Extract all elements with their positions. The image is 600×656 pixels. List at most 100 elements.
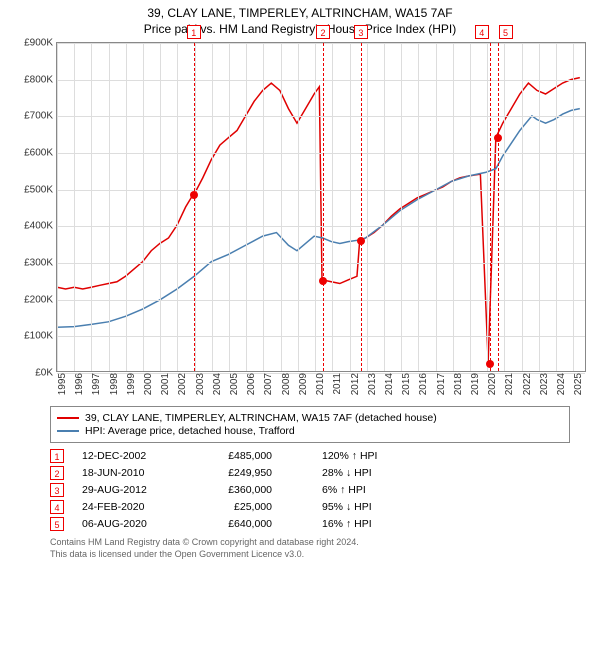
y-axis-label: £900K [24, 38, 53, 49]
legend-row: 39, CLAY LANE, TIMPERLEY, ALTRINCHAM, WA… [57, 412, 563, 424]
x-axis-label: 2001 [160, 373, 171, 395]
gridline-v [315, 43, 316, 371]
gridline-v [539, 43, 540, 371]
x-axis-label: 2003 [195, 373, 206, 395]
gridline-v [246, 43, 247, 371]
gridline-v [281, 43, 282, 371]
gridline-v [350, 43, 351, 371]
legend-label: HPI: Average price, detached house, Traf… [85, 425, 295, 437]
event-row: 112-DEC-2002£485,000120% ↑ HPI [50, 449, 570, 463]
gridline-h [57, 226, 585, 227]
event-row-date: 18-JUN-2010 [82, 467, 212, 479]
footer: Contains HM Land Registry data © Crown c… [50, 537, 570, 560]
chart-lines-svg [57, 43, 585, 371]
legend-label: 39, CLAY LANE, TIMPERLEY, ALTRINCHAM, WA… [85, 412, 437, 424]
gridline-v [143, 43, 144, 371]
gridline-v [573, 43, 574, 371]
event-dot [319, 277, 327, 285]
event-badge: 5 [499, 25, 513, 39]
event-row-price: £360,000 [212, 484, 322, 496]
gridline-v [522, 43, 523, 371]
event-row-hpi: 6% ↑ HPI [322, 484, 366, 496]
event-row-badge: 1 [50, 449, 64, 463]
event-dot [357, 237, 365, 245]
y-axis-label: £100K [24, 331, 53, 342]
y-axis-label: £200K [24, 294, 53, 305]
event-row-badge: 4 [50, 500, 64, 514]
x-axis-label: 2022 [522, 373, 533, 395]
x-axis-label: 2021 [504, 373, 515, 395]
x-axis-label: 2024 [556, 373, 567, 395]
event-row-date: 12-DEC-2002 [82, 450, 212, 462]
x-axis-label: 2020 [487, 373, 498, 395]
gridline-v [436, 43, 437, 371]
y-axis-label: £500K [24, 184, 53, 195]
x-axis-label: 2018 [453, 373, 464, 395]
event-badge: 2 [316, 25, 330, 39]
event-row-hpi: 95% ↓ HPI [322, 501, 372, 513]
gridline-h [57, 300, 585, 301]
footer-line-2: This data is licensed under the Open Gov… [50, 549, 570, 561]
gridline-v [470, 43, 471, 371]
event-badge: 3 [354, 25, 368, 39]
gridline-v [160, 43, 161, 371]
event-row-date: 29-AUG-2012 [82, 484, 212, 496]
x-axis-label: 2008 [281, 373, 292, 395]
event-line [498, 43, 499, 371]
event-row: 506-AUG-2020£640,00016% ↑ HPI [50, 517, 570, 531]
x-axis-label: 2007 [263, 373, 274, 395]
x-axis-label: 2011 [332, 373, 343, 395]
event-line [490, 43, 491, 371]
gridline-v [177, 43, 178, 371]
x-axis-label: 2002 [177, 373, 188, 395]
x-axis-label: 2010 [315, 373, 326, 395]
legend: 39, CLAY LANE, TIMPERLEY, ALTRINCHAM, WA… [50, 406, 570, 443]
x-axis-label: 2019 [470, 373, 481, 395]
series-line-property [57, 78, 580, 362]
legend-swatch [57, 417, 79, 419]
series-line-hpi [57, 109, 580, 328]
event-line [194, 43, 195, 371]
gridline-v [195, 43, 196, 371]
gridline-v [504, 43, 505, 371]
event-line [361, 43, 362, 371]
plot: £0K£100K£200K£300K£400K£500K£600K£700K£8… [56, 42, 586, 372]
event-row-price: £249,950 [212, 467, 322, 479]
x-axis-label: 2016 [418, 373, 429, 395]
event-row-badge: 2 [50, 466, 64, 480]
event-badge: 4 [475, 25, 489, 39]
footer-line-1: Contains HM Land Registry data © Crown c… [50, 537, 570, 549]
x-axis-label: 2017 [436, 373, 447, 395]
gridline-v [109, 43, 110, 371]
event-dot [190, 191, 198, 199]
gridline-v [453, 43, 454, 371]
event-row-price: £485,000 [212, 450, 322, 462]
y-axis-label: £400K [24, 221, 53, 232]
gridline-h [57, 43, 585, 44]
gridline-v [418, 43, 419, 371]
y-axis-label: £0K [35, 368, 53, 379]
y-axis-label: £300K [24, 258, 53, 269]
y-axis-label: £800K [24, 74, 53, 85]
x-axis-label: 2015 [401, 373, 412, 395]
x-axis-label: 1999 [126, 373, 137, 395]
event-row-price: £25,000 [212, 501, 322, 513]
event-row-date: 06-AUG-2020 [82, 518, 212, 530]
x-axis-label: 2004 [212, 373, 223, 395]
page-title: 39, CLAY LANE, TIMPERLEY, ALTRINCHAM, WA… [0, 6, 600, 20]
legend-swatch [57, 430, 79, 432]
gridline-h [57, 116, 585, 117]
gridline-v [229, 43, 230, 371]
gridline-v [384, 43, 385, 371]
gridline-v [332, 43, 333, 371]
gridline-v [556, 43, 557, 371]
y-axis-label: £600K [24, 148, 53, 159]
x-axis-label: 2012 [350, 373, 361, 395]
gridline-v [57, 43, 58, 371]
event-row-badge: 3 [50, 483, 64, 497]
gridline-v [263, 43, 264, 371]
x-axis-label: 2013 [367, 373, 378, 395]
events-table: 112-DEC-2002£485,000120% ↑ HPI218-JUN-20… [50, 449, 570, 531]
event-line [323, 43, 324, 371]
event-row: 218-JUN-2010£249,95028% ↓ HPI [50, 466, 570, 480]
